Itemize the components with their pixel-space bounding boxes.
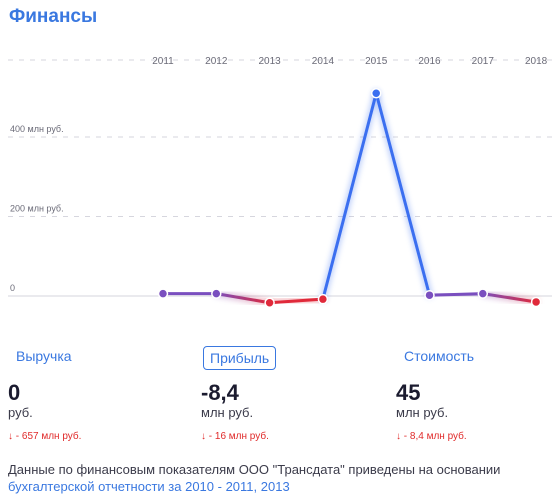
cost-value: 45: [396, 380, 421, 405]
y-tick-label: 0: [10, 283, 15, 293]
data-point: [317, 293, 329, 305]
tab-cost[interactable]: Стоимость: [404, 348, 475, 364]
tab-profit[interactable]: Прибыль: [203, 346, 277, 370]
data-point: [424, 289, 435, 301]
series-line-segment: [428, 292, 485, 297]
x-tick-label: 2011: [152, 56, 174, 67]
x-tick-label: 2018: [525, 56, 548, 67]
x-tick-label: 2013: [258, 56, 281, 67]
cost-change: ↓ - 8,4 млн руб.: [396, 431, 467, 442]
tab-revenue[interactable]: Выручка: [16, 348, 72, 364]
finance-line-chart: 0 200 млн руб. 400 млн руб. 2011 2012 2013 201…: [8, 56, 552, 309]
revenue-change: ↓ - 657 млн руб.: [8, 431, 82, 442]
series-line-segment: [214, 292, 272, 305]
revenue-value: 0: [8, 380, 21, 405]
cost-unit: млн руб.: [396, 405, 449, 420]
revenue-unit: руб.: [8, 405, 33, 420]
x-tick-label: 2016: [418, 56, 441, 67]
description-link[interactable]: бухгалтерской отчетности за 2010 - 2011,…: [8, 479, 290, 494]
series-line-segment: [481, 292, 538, 304]
series-line-segment: [321, 91, 378, 301]
data-point: [157, 288, 169, 299]
profit-value: -8,4: [201, 380, 239, 405]
data-point: [530, 296, 542, 308]
profit-change: ↓ - 16 млн руб.: [201, 431, 269, 442]
x-tick-label: 2015: [365, 56, 388, 67]
data-point: [370, 88, 382, 99]
y-tick-label: 200 млн руб.: [10, 204, 64, 214]
series-line-segment: [374, 91, 431, 297]
description-text: Данные по финансовым показателям ООО "Тр…: [8, 462, 501, 477]
profit-unit: млн руб.: [201, 405, 254, 420]
data-point: [477, 288, 489, 299]
series-line-segment: [268, 297, 325, 305]
section-title: Финансы: [9, 6, 98, 27]
x-tick-label: 2017: [472, 56, 495, 67]
x-tick-label: 2012: [205, 56, 228, 67]
data-point: [264, 297, 275, 309]
y-tick-label: 400 млн руб.: [10, 124, 64, 134]
data-point: [211, 288, 222, 299]
x-tick-label: 2014: [312, 56, 335, 67]
